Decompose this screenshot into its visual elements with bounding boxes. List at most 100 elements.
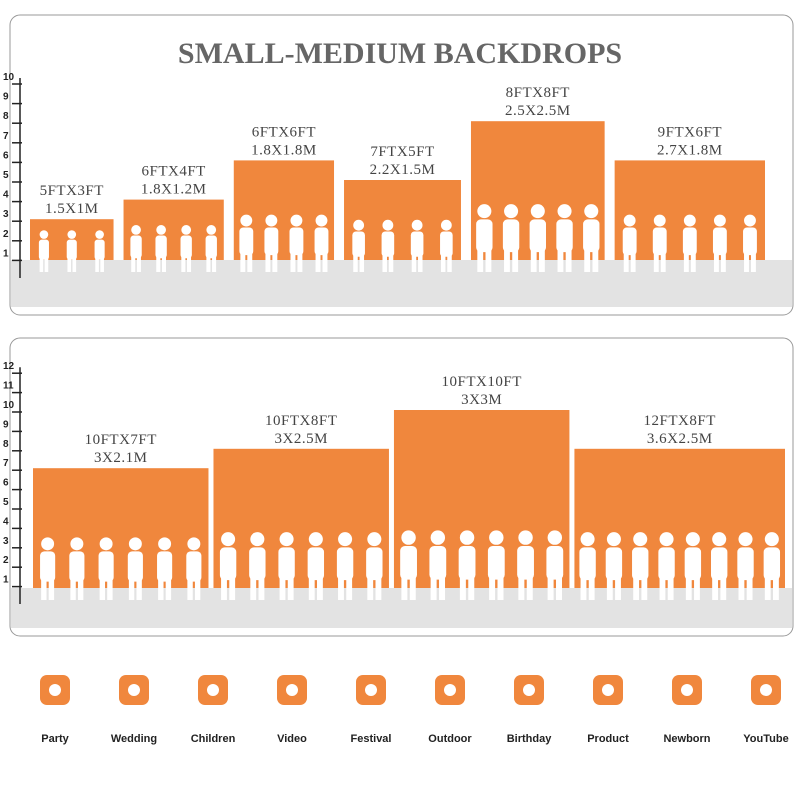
silhouette — [468, 577, 475, 600]
backdrop-size-ft: 5FTX3FT — [40, 183, 104, 199]
silhouette — [338, 577, 344, 600]
silhouette — [401, 577, 408, 600]
use-label: Product — [587, 733, 629, 745]
silhouette — [690, 253, 696, 272]
silhouette — [98, 551, 114, 582]
backdrop-size-ft: 12FTX8FT — [644, 413, 716, 429]
silhouette — [265, 253, 271, 272]
silhouette — [400, 546, 417, 580]
use-label: Wedding — [111, 733, 157, 745]
silhouette — [653, 253, 659, 272]
silhouette — [250, 532, 265, 547]
silhouette — [158, 537, 172, 551]
backdrop-size-m: 3X2.5M — [275, 431, 328, 447]
silhouette — [381, 231, 395, 257]
panel: 12345678910111210FTX7FT3X2.1M10FTX8FT3X2… — [3, 361, 792, 628]
backdrop-size-m: 3.6X2.5M — [647, 431, 713, 447]
silhouette — [156, 225, 166, 235]
silhouette — [265, 214, 278, 227]
silhouette — [518, 577, 525, 600]
silhouette — [346, 577, 353, 600]
silhouette — [278, 547, 295, 581]
silhouette — [290, 214, 303, 227]
backdrop-size-m: 2.5X2.5M — [505, 103, 571, 119]
silhouette — [40, 551, 56, 582]
silhouette — [240, 253, 246, 272]
ruler-label: 5 — [3, 170, 9, 181]
silhouette — [249, 547, 266, 581]
silhouette — [155, 235, 167, 259]
ruler-label: 4 — [3, 516, 9, 527]
silhouette — [763, 547, 781, 581]
silhouette — [712, 532, 727, 547]
silhouette — [401, 530, 416, 545]
silhouette — [131, 225, 141, 235]
silhouette — [530, 204, 545, 219]
silhouette — [517, 546, 534, 580]
silhouette — [157, 551, 173, 582]
silhouette — [382, 254, 387, 272]
silhouette — [297, 253, 303, 272]
silhouette — [107, 579, 113, 600]
silhouette — [336, 547, 354, 581]
silhouette — [653, 214, 666, 227]
silhouette — [279, 532, 294, 547]
backdrop-size-ft: 10FTX10FT — [442, 374, 522, 390]
silhouette — [588, 577, 595, 600]
silhouette — [128, 579, 135, 600]
silhouette — [322, 253, 328, 272]
silhouette — [359, 254, 365, 272]
silhouette — [682, 227, 697, 256]
silhouette — [186, 551, 202, 582]
silhouette — [605, 547, 623, 581]
silhouette — [530, 249, 537, 272]
backdrop — [213, 448, 389, 588]
floor — [11, 260, 792, 307]
silhouette — [667, 577, 674, 600]
backdrop-size-m: 2.7X1.8M — [657, 142, 723, 158]
silhouette — [504, 249, 510, 272]
backdrop-size-ft: 6FTX6FT — [252, 124, 316, 140]
silhouette — [212, 256, 217, 272]
silhouette — [205, 235, 217, 259]
use-icon-detail — [523, 684, 535, 696]
silhouette — [66, 239, 77, 260]
backdrop-size-m: 3X3M — [461, 392, 502, 408]
silhouette — [186, 256, 192, 272]
silhouette — [623, 214, 636, 227]
ruler-label: 10 — [3, 400, 15, 411]
silhouette — [366, 547, 383, 581]
silhouette — [67, 230, 77, 239]
silhouette — [136, 579, 142, 600]
silhouette — [221, 532, 236, 547]
backdrop-size-ft: 8FTX8FT — [506, 85, 570, 101]
silhouette — [41, 537, 55, 551]
silhouette — [487, 546, 505, 580]
silhouette — [279, 577, 286, 600]
silhouette — [410, 231, 424, 257]
silhouette — [538, 249, 545, 272]
silhouette — [557, 249, 564, 272]
silhouette — [737, 547, 754, 581]
silhouette — [633, 532, 648, 547]
use-icon-detail — [681, 684, 693, 696]
silhouette — [764, 577, 771, 600]
use-icon-detail — [760, 684, 772, 696]
ruler-label: 9 — [3, 92, 9, 103]
silhouette — [659, 532, 674, 547]
silhouette — [556, 577, 563, 600]
silhouette — [477, 249, 484, 272]
silhouette — [99, 579, 106, 600]
silhouette — [497, 577, 504, 600]
silhouette — [476, 219, 493, 253]
silhouette — [136, 256, 141, 272]
silhouette — [580, 532, 595, 547]
ruler-label: 12 — [3, 361, 15, 372]
use-icon-detail — [207, 684, 219, 696]
silhouette — [69, 551, 85, 582]
silhouette — [529, 219, 546, 253]
silhouette — [39, 230, 49, 239]
silhouette — [583, 219, 600, 253]
silhouette — [315, 214, 328, 227]
silhouette — [477, 204, 492, 219]
